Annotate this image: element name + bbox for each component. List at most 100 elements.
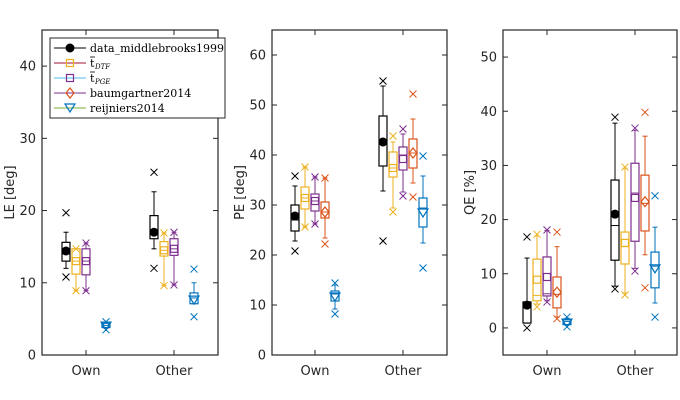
box-t_DTF-other <box>388 132 398 216</box>
y-tick-label: 0 <box>258 349 266 364</box>
legend-marker <box>65 43 75 53</box>
outlier-mark <box>170 281 178 289</box>
box-iqr <box>610 179 620 261</box>
y-tick-label: 50 <box>249 99 266 114</box>
outlier-mark <box>523 233 531 241</box>
outlier-mark <box>331 310 339 318</box>
outlier-mark <box>379 237 387 245</box>
box-iqr <box>532 258 542 302</box>
box-baumgartner2014-other <box>640 108 650 292</box>
box-t_DTF-own <box>532 230 542 311</box>
box-t_PGE-own <box>542 226 552 306</box>
x-tick-label: Own <box>532 364 561 379</box>
outlier-mark <box>399 125 407 133</box>
center-marker <box>310 196 320 206</box>
outlier-mark <box>611 285 619 293</box>
y-tick-label: 40 <box>480 105 497 120</box>
center-marker <box>378 137 388 147</box>
center-marker <box>149 227 159 237</box>
legend-subscript: DTF <box>94 63 111 71</box>
outlier-mark <box>321 174 329 182</box>
legend-subscript: PGE <box>94 78 110 86</box>
box-reijniers2014-other <box>648 191 662 321</box>
outlier-mark <box>399 192 407 200</box>
outlier-mark <box>611 113 619 122</box>
legend-entry: t DTF <box>54 56 111 71</box>
outlier-mark <box>72 286 80 295</box>
legend-marker <box>65 58 75 68</box>
box-t_DTF-own <box>300 163 310 231</box>
center-marker <box>61 246 71 256</box>
y-tick-label: 40 <box>19 60 36 75</box>
y-tick-label: 20 <box>249 249 266 264</box>
x-tick-label: Own <box>300 364 329 379</box>
center-marker <box>648 264 662 275</box>
outlier-mark <box>311 220 319 228</box>
center-marker <box>552 286 562 299</box>
outlier-mark <box>641 108 649 117</box>
legend-entry: baumgartner2014 <box>54 87 191 100</box>
center-marker <box>290 211 300 221</box>
box-t_PGE-own <box>81 239 91 295</box>
outlier-mark <box>651 191 659 200</box>
outlier-mark <box>160 229 168 237</box>
center-marker <box>532 275 542 284</box>
box-reijniers2014-other <box>187 265 201 321</box>
chart-panel-2: 0 10 20 30 40 50 60 Own Other PE [deg] <box>233 29 448 379</box>
center-marker <box>620 238 630 247</box>
y-tick-label: 30 <box>480 159 497 174</box>
outlier-mark <box>150 168 158 177</box>
center-marker <box>640 195 650 208</box>
outlier-mark <box>160 281 168 290</box>
box-reijniers2014-own <box>99 317 113 334</box>
legend-label: data_middlebrooks1999 <box>90 42 224 55</box>
box-t_PGE-other <box>630 124 640 275</box>
box-baumgartner2014-own <box>320 174 330 248</box>
outlier-mark <box>72 244 80 253</box>
outlier-mark <box>631 124 639 132</box>
outlier-mark <box>419 152 427 160</box>
outlier-mark <box>82 286 90 295</box>
box-t_PGE-other <box>169 228 179 289</box>
box-baumgartner2014-other <box>408 90 418 201</box>
y-tick-label: 0 <box>489 321 497 336</box>
outlier-mark <box>311 173 319 181</box>
center-marker <box>159 246 169 255</box>
outlier-mark <box>409 90 417 98</box>
center-marker <box>187 295 201 306</box>
center-marker <box>320 206 330 218</box>
outlier-mark <box>190 265 198 273</box>
outlier-mark <box>543 226 551 234</box>
legend-entry: t PGE <box>54 71 110 86</box>
x-tick-label: Other <box>156 364 194 379</box>
center-marker <box>328 292 342 303</box>
center-marker <box>560 318 574 329</box>
outlier-mark <box>533 230 541 239</box>
outlier-mark <box>651 313 659 321</box>
center-marker <box>169 244 179 253</box>
box-iqr <box>149 215 159 240</box>
center-marker <box>71 257 81 266</box>
y-tick-label: 10 <box>19 276 36 291</box>
y-tick-label: 10 <box>480 267 497 282</box>
center-marker <box>610 209 620 219</box>
box-t_PGE-other <box>398 125 408 200</box>
axes-frame <box>271 29 448 356</box>
legend-label: reijniers2014 <box>90 102 165 115</box>
outlier-mark <box>331 279 339 287</box>
outlier-mark <box>409 193 417 201</box>
legend-label: baumgartner2014 <box>90 87 191 100</box>
outlier-mark <box>291 247 299 255</box>
y-tick-label: 20 <box>480 213 497 228</box>
outlier-mark <box>389 208 397 216</box>
outlier-mark <box>621 163 629 171</box>
center-marker <box>542 272 552 282</box>
outlier-mark <box>150 264 158 273</box>
outlier-mark <box>62 208 70 217</box>
legend-marker <box>65 87 75 99</box>
box-data_middlebrooks1999-other <box>610 113 620 293</box>
legend-label: t <box>90 72 95 85</box>
box-iqr <box>630 162 640 242</box>
